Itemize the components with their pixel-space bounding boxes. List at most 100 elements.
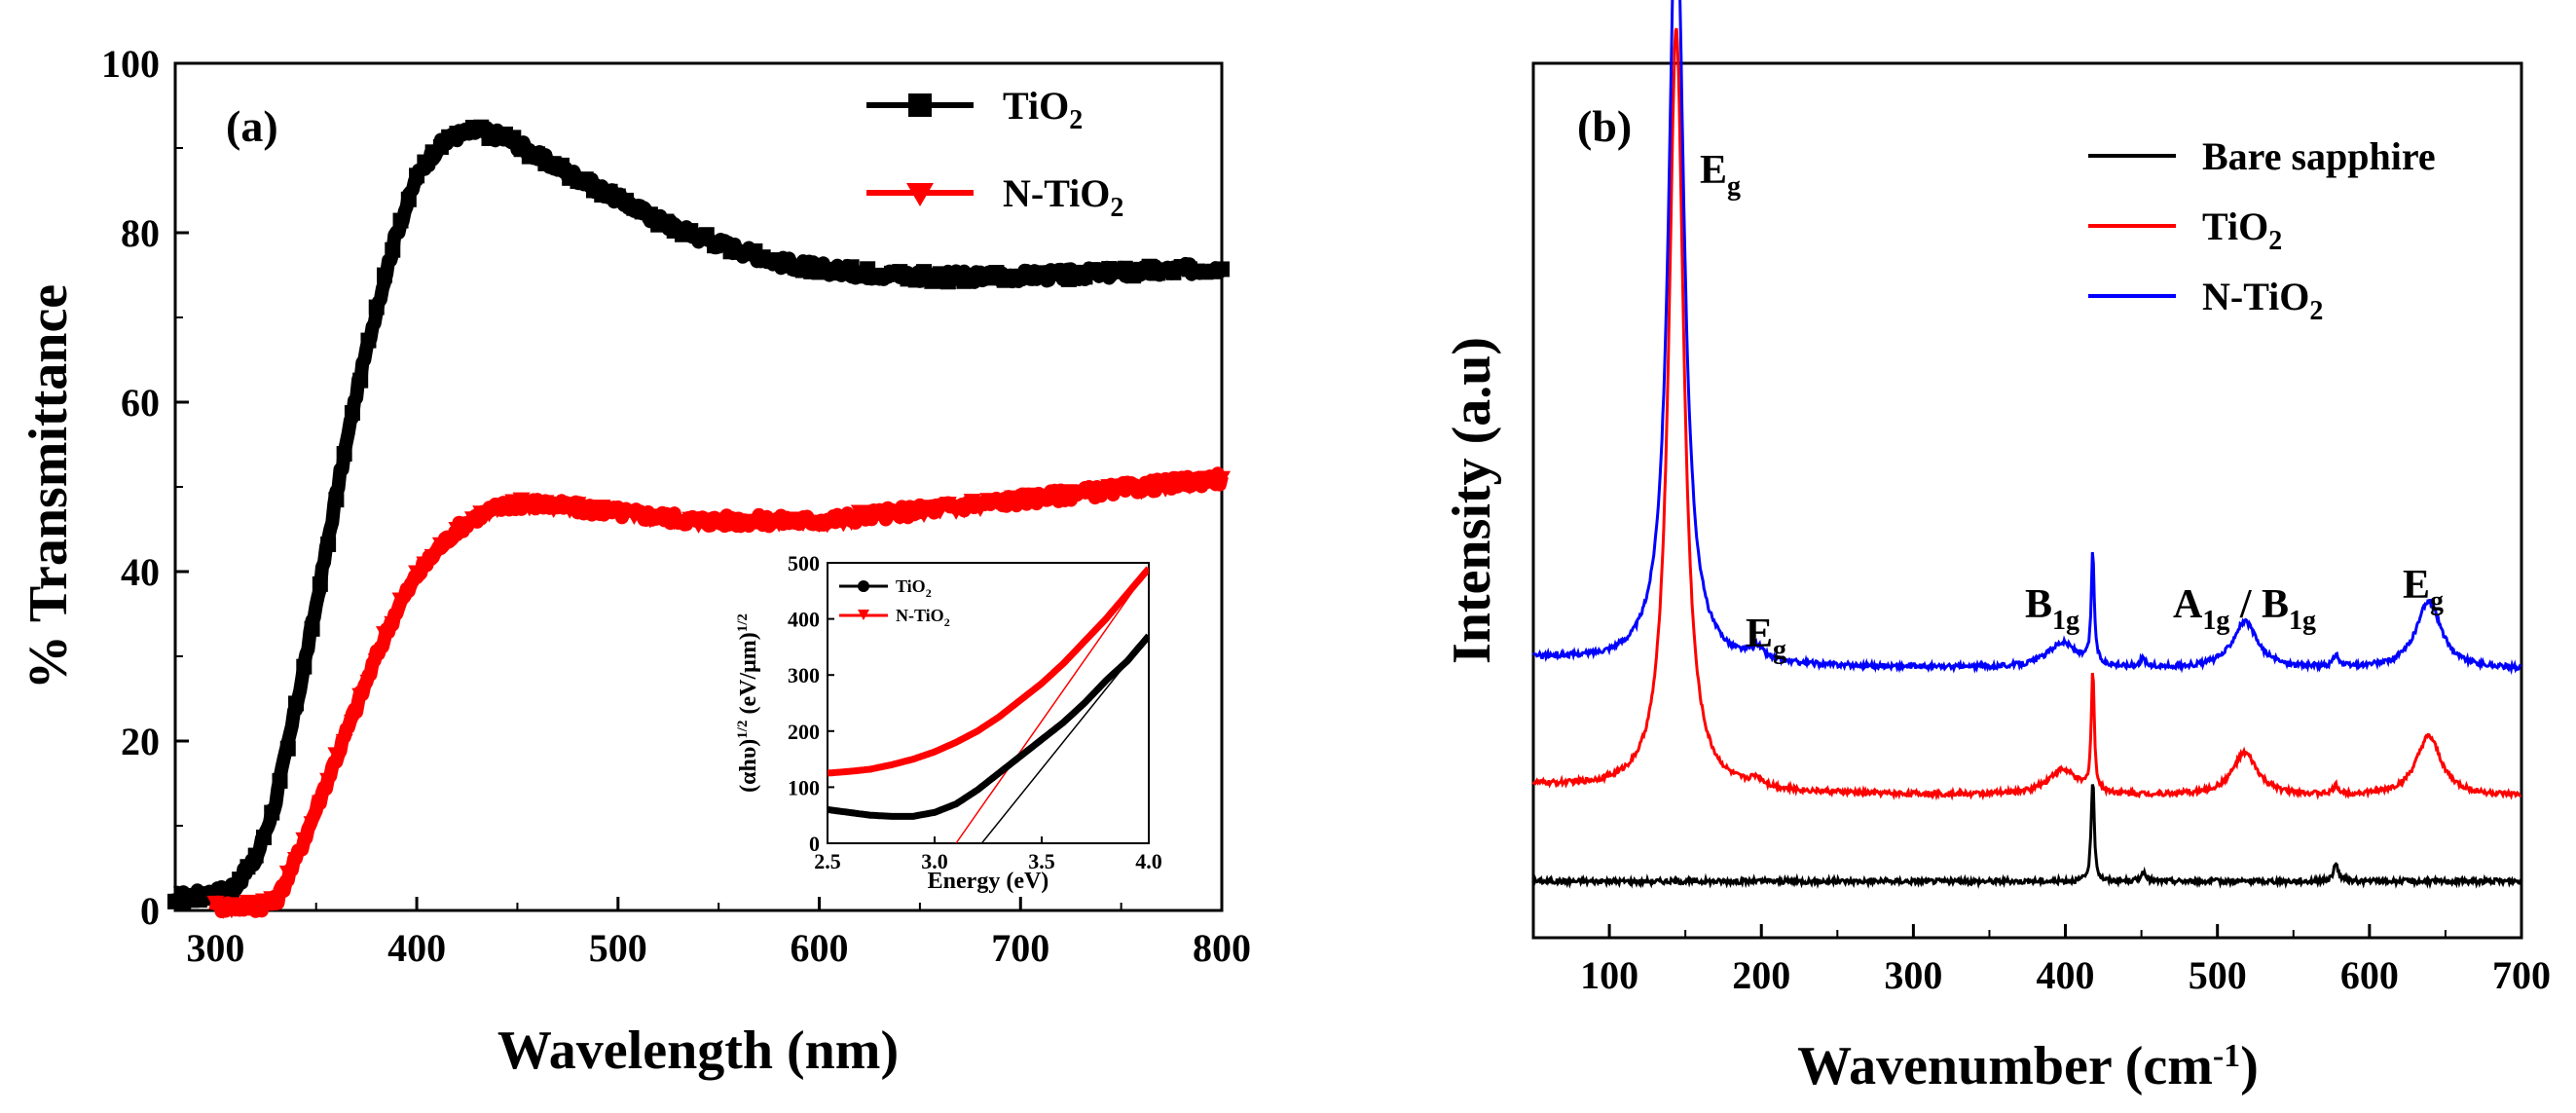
data-point [278, 865, 297, 881]
x-tick-label: 300 [186, 926, 244, 970]
data-point [359, 674, 378, 690]
panel-a-y-axis-label: % Transmittance [18, 284, 79, 689]
panel-b: 100 200 300 400 500 600 700 (b) Wavenumber (cm… [1442, 0, 2551, 1096]
panel-a-series [167, 119, 1231, 919]
data-point [955, 502, 974, 519]
data-point [1148, 473, 1166, 490]
panel-a-x-ticks: 300 400 500 600 700 800 [186, 897, 1251, 970]
x-tick-label: 800 [1193, 926, 1251, 970]
inset-y-tick-label: 0 [809, 832, 820, 856]
legend-label-ntio2-b: N-TiO2 [2202, 275, 2323, 326]
data-point [1140, 480, 1159, 497]
peak-label-eg-144: Eg [1700, 148, 1741, 202]
panel-a-y-ticks: 0 20 40 60 80 100 [101, 42, 189, 933]
legend-marker-triangle [906, 183, 934, 206]
data-point [264, 804, 280, 821]
inset-tangent-line-0 [955, 568, 1149, 843]
panel-b-legend: Bare sapphire TiO2 N-TiO2 [2088, 134, 2436, 326]
inset-legend-label-ntio2: N-TiO2 [896, 606, 950, 629]
inset-x-axis-label: Energy (eV) [928, 869, 1049, 894]
x-tick-label: 100 [1580, 953, 1638, 997]
panel-b-x-axis-label: Wavenumber (cm-1) [1797, 1036, 2259, 1096]
series-line-ntio2 [1531, 0, 2522, 676]
data-point [923, 500, 941, 516]
data-point [1124, 480, 1143, 497]
data-point [1051, 490, 1070, 506]
data-point [223, 883, 239, 900]
data-point [335, 733, 353, 750]
data-point [328, 492, 345, 508]
inset-x-tick-label: 3.0 [921, 849, 948, 873]
data-point [561, 502, 579, 519]
data-point [312, 575, 328, 592]
panel-b-series [1531, 0, 2522, 890]
inset-series-tio2 [828, 633, 1149, 820]
x-tick-label: 300 [1884, 953, 1942, 997]
data-point [392, 212, 409, 229]
y-tick-label: 60 [121, 381, 160, 425]
data-point [633, 506, 651, 523]
y-tick-label: 0 [140, 889, 160, 933]
data-point [232, 872, 248, 888]
data-point [971, 501, 989, 518]
inset-y-tick-label: 400 [788, 608, 820, 632]
data-point [721, 511, 740, 528]
data-point [552, 498, 570, 514]
data-point [553, 157, 570, 173]
data-point [399, 586, 418, 603]
inset-y-tick-label: 500 [788, 551, 820, 575]
data-point [681, 511, 700, 528]
inset-legend-marker-tio2 [858, 580, 869, 592]
inset-x-tick-label: 2.5 [814, 849, 841, 873]
panel-b-tag: (b) [1577, 101, 1632, 151]
data-point [272, 772, 288, 789]
data-point [311, 795, 329, 811]
inset-x-tick-label: 3.5 [1028, 849, 1055, 873]
data-point [1213, 470, 1231, 487]
data-point [295, 832, 313, 848]
data-point [408, 565, 426, 581]
data-point [351, 687, 370, 704]
inset-y-tick-label: 200 [788, 720, 820, 744]
series-line-tio2 [1531, 27, 2521, 801]
data-point [344, 405, 360, 422]
data-point [1214, 261, 1230, 278]
data-point [786, 511, 804, 528]
data-point [456, 522, 474, 538]
peak-label-b1g: B1g [2025, 582, 2079, 636]
panel-b-y-axis-label: Intensity (a.u) [1442, 337, 1502, 664]
data-point [931, 503, 949, 520]
peak-label-eg-639: Eg [2403, 563, 2444, 616]
data-point [336, 446, 352, 463]
x-tick-label: 200 [1732, 953, 1790, 997]
legend-label-ntio2: N-TiO2 [1003, 171, 1123, 223]
x-tick-label: 400 [387, 926, 446, 970]
data-point [497, 500, 515, 516]
data-point [304, 620, 320, 637]
legend-label-bare-sapphire: Bare sapphire [2202, 134, 2436, 178]
data-point [296, 658, 313, 675]
data-point [367, 653, 386, 670]
data-point [319, 772, 338, 789]
inset-y-axis-label: (αhυ)1/2 (eV/μm)1/2 [735, 613, 761, 793]
data-point [303, 816, 321, 833]
data-point [368, 299, 385, 315]
y-tick-label: 80 [121, 211, 160, 255]
y-tick-label: 20 [121, 720, 160, 763]
x-tick-label: 600 [2340, 953, 2399, 997]
data-point [247, 847, 264, 864]
x-tick-label: 700 [2492, 953, 2551, 997]
x-tick-label: 500 [2189, 953, 2247, 997]
peak-label-eg-197: Eg [1746, 612, 1786, 665]
data-point [222, 903, 240, 919]
data-point [360, 332, 377, 349]
panel-a-x-axis-label: Wavelength (nm) [497, 1020, 899, 1081]
inset-y-tick-label: 100 [788, 775, 820, 799]
data-point [287, 852, 306, 869]
data-point [529, 500, 547, 516]
inset-frame [827, 562, 1150, 844]
inset-plot: 2.5 3.0 3.5 4.0 0 100 200 300 400 500 Energy (eV… [735, 551, 1162, 894]
inset-legend-label-tio2: TiO2 [896, 576, 932, 600]
x-tick-label: 500 [589, 926, 647, 970]
data-point [1012, 494, 1030, 510]
